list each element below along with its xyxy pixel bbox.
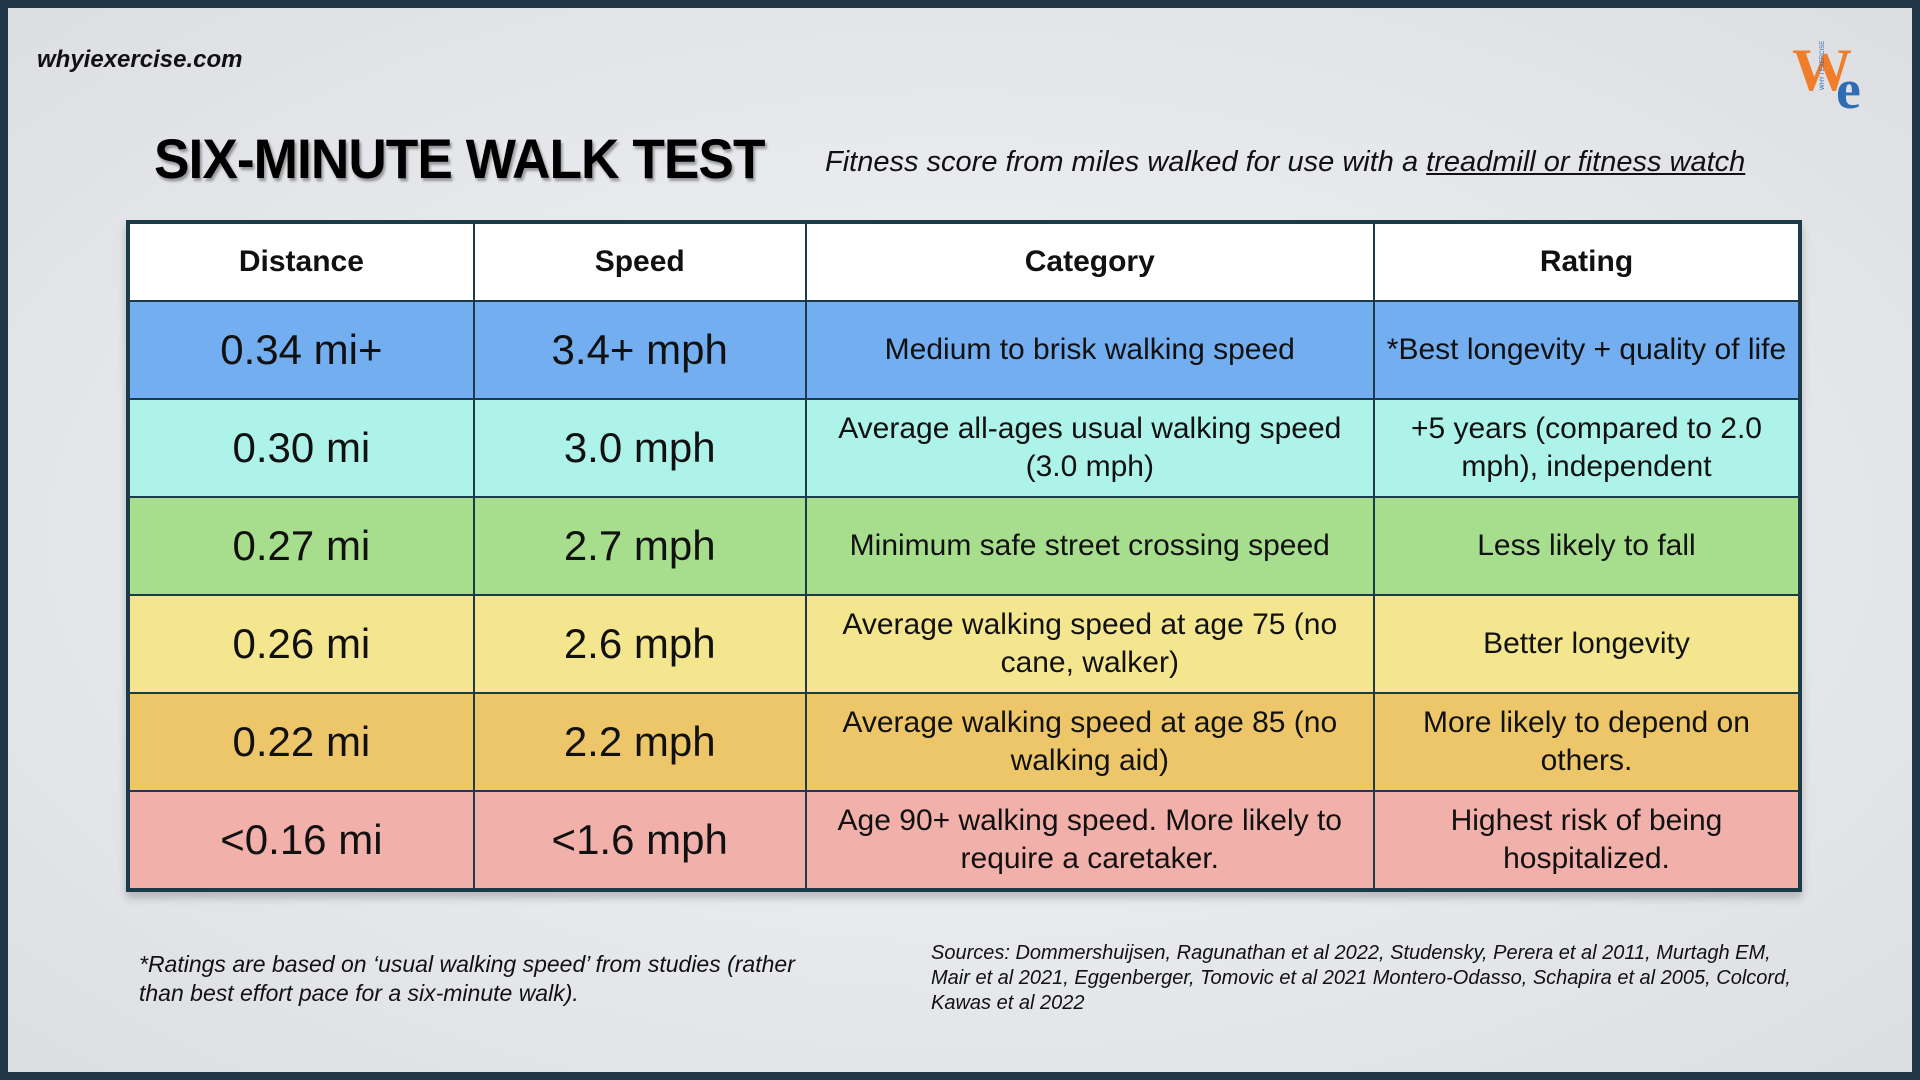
subtitle-line: Fitness score from miles walked for use … xyxy=(825,146,1745,179)
table-cell: 2.6 mph xyxy=(472,594,807,694)
logo-tagline: WHY I EXERCISE xyxy=(1820,40,1826,90)
logo-letter: W xyxy=(1792,37,1852,103)
table-cell: 2.7 mph xyxy=(472,496,807,596)
table: Distance Speed Category Rating 0.34 mi+ 3.4+… xyxy=(126,220,1802,892)
header-row: Distance Speed Category Rating xyxy=(127,221,1802,302)
table-cell: 3.4+ mph xyxy=(472,300,807,400)
logo: W e WHY I EXERCISE xyxy=(1778,28,1878,121)
table-cell: 3.0 mph xyxy=(472,398,807,498)
site-name: whyiexercise.com xyxy=(37,46,243,73)
table-row: 0.27 mi 2.7 mph Minimum safe street crossi… xyxy=(127,496,1802,596)
table-cell: <0.16 mi xyxy=(127,790,475,891)
table-cell: 0.34 mi+ xyxy=(127,300,475,400)
column-header: Distance xyxy=(127,221,475,302)
table-cell: Medium to brisk walking speed xyxy=(804,300,1375,400)
column-header: Rating xyxy=(1372,221,1802,302)
table-row: 0.34 mi+ 3.4+ mph Medium to brisk walking … xyxy=(127,300,1802,400)
subtitle: Fitness score from miles walked for use … xyxy=(825,146,1427,178)
table-cell: *Best longevity + quality of life xyxy=(1372,300,1802,400)
page: whyiexercise.com Six-Minute Walk Test Fi… xyxy=(8,8,1912,1072)
sources: Sources: Dommershuijsen, Ragunathan et a… xyxy=(931,942,1791,1014)
table-cell: Average all-ages usual walking speed (3.… xyxy=(804,398,1375,498)
table-cell: Average walking speed at age 75 (no cane… xyxy=(804,594,1375,694)
table-cell: 2.2 mph xyxy=(472,692,807,792)
logo-letter: e xyxy=(1836,59,1861,121)
footnote: *Ratings are based on ‘usual walking spe… xyxy=(139,951,795,1006)
table-row: 0.30 mi 3.0 mph Average all-ages usual wal… xyxy=(127,398,1802,498)
table-cell: 0.30 mi xyxy=(127,398,475,498)
table-row: 0.22 mi 2.2 mph Average walking speed at a… xyxy=(127,692,1802,792)
table-cell: Less likely to fall xyxy=(1372,496,1802,596)
table-cell: Average walking speed at age 85 (no walk… xyxy=(804,692,1375,792)
table-cell: More likely to depend on others. xyxy=(1372,692,1802,792)
table-cell: Minimum safe street crossing speed xyxy=(804,496,1375,596)
table-cell: +5 years (compared to 2.0 mph), independ… xyxy=(1372,398,1802,498)
table-body: 0.34 mi+ 3.4+ mph Medium to brisk walking … xyxy=(127,300,1802,891)
table-cell: 0.22 mi xyxy=(127,692,475,792)
table-cell: Better longevity xyxy=(1372,594,1802,694)
table-cell: 0.27 mi xyxy=(127,496,475,596)
table-cell: Highest risk of being hospitalized. xyxy=(1372,790,1802,891)
table-row: 0.26 mi 2.6 mph Average walking speed at a… xyxy=(127,594,1802,694)
table-cell: Age 90+ walking speed. More likely to re… xyxy=(804,790,1375,891)
table-row: <0.16 mi <1.6 mph Age 90+ walking speed. M… xyxy=(127,790,1802,891)
subtitle-link: treadmill or fitness watch xyxy=(1426,146,1746,178)
column-header: Speed xyxy=(472,221,807,302)
table-cell: <1.6 mph xyxy=(472,790,807,891)
title: Six-Minute Walk Test xyxy=(154,127,765,190)
column-header: Category xyxy=(804,221,1375,302)
table-cell: 0.26 mi xyxy=(127,594,475,694)
